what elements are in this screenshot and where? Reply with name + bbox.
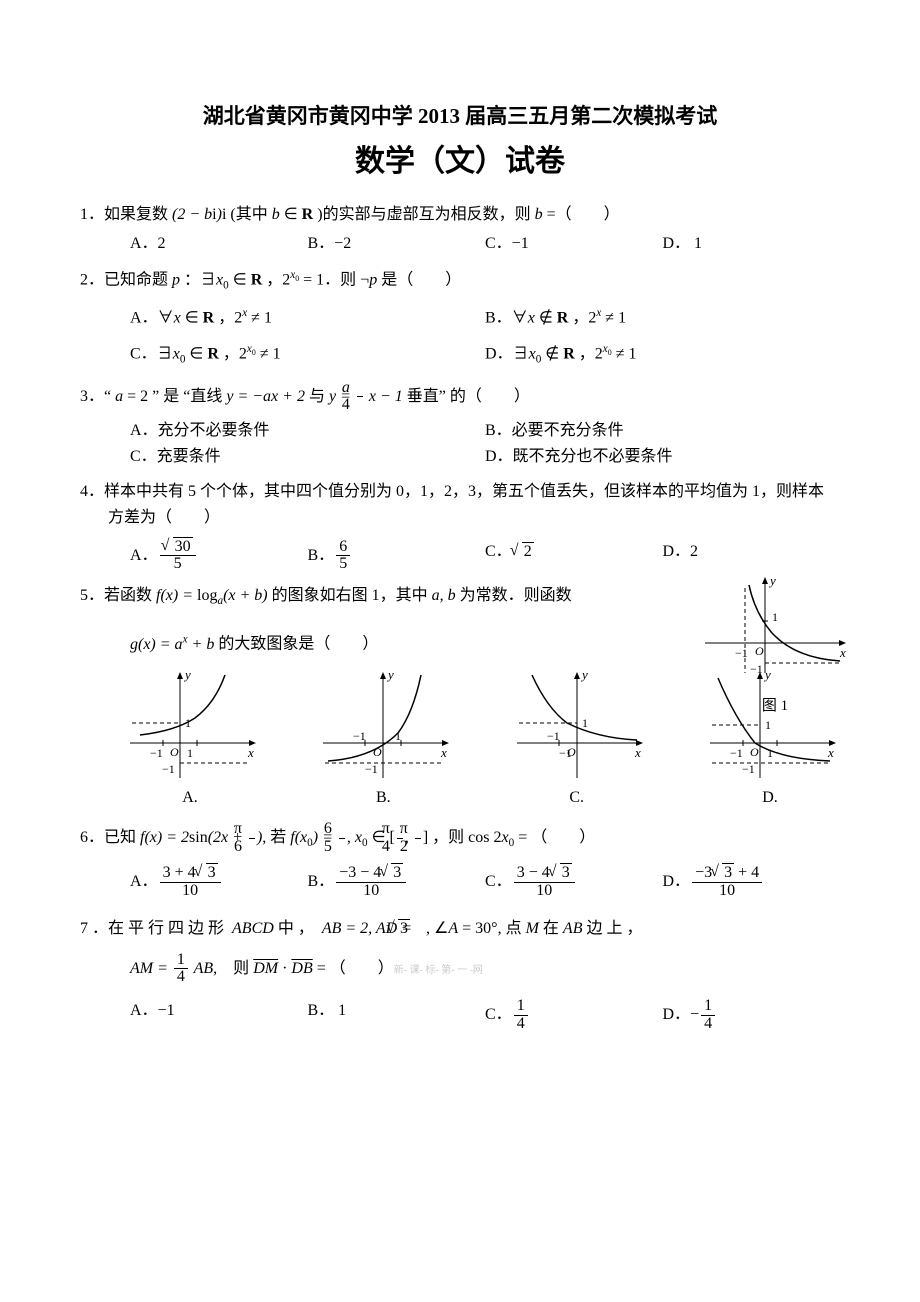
svg-text:1: 1 [765, 718, 771, 732]
title-line1: 湖北省黄冈市黄冈中学 2013 届高三五月第二次模拟考试 [80, 100, 840, 134]
q5-num: 5． [80, 587, 104, 604]
q2-num: 2． [80, 271, 104, 288]
question-7: 7 ．在平行四边形 ABCD 中， AB = 2, AD = 3, ∠A = 3… [80, 916, 840, 1033]
svg-text:1: 1 [772, 610, 778, 624]
q5-label-d: D. [700, 785, 840, 811]
question-6: 6．已知 f(x) = 2sin(2x + π6), 若 f(x0) = 65,… [80, 821, 840, 900]
question-4: 4．样本中共有 5 个个体，其中四个值分别为 0，1，2，3，第五个值丢失，但该… [80, 479, 840, 573]
q3-num: 3． [80, 388, 104, 405]
q4-num: 4． [80, 483, 104, 500]
q6-num: 6． [80, 829, 104, 846]
svg-text:y: y [183, 667, 191, 682]
svg-text:−1: −1 [353, 729, 366, 743]
q5-label-b: B. [313, 785, 453, 811]
q7-num: 7 ． [80, 920, 108, 937]
q1-opt-d: D． 1 [663, 231, 841, 257]
svg-text:−1: −1 [735, 646, 748, 660]
svg-text:x: x [839, 645, 846, 660]
q4-options: A．305 B．65 C．2 D．2 [80, 539, 840, 574]
q3-opt-b: B．必要不充分条件 [485, 418, 840, 444]
q6-opt-c: C．3 − 4310 [485, 865, 663, 900]
q5-graph-a: x y O 1 −1 1 −1 A. [120, 663, 260, 811]
question-3: 3．“ a = 2 ” 是 “直线 y = −ax + 2 与 y = a4 x… [80, 380, 840, 470]
title-line2: 数学（文）试卷 [80, 138, 840, 186]
q7-opt-c: C．14 [485, 998, 663, 1033]
watermark: 新- 课- 标- 第- 一 -网 [394, 965, 483, 976]
q5-label-a: A. [120, 785, 260, 811]
q5-label-c: C. [507, 785, 647, 811]
q7-opt-b: B． 1 [308, 998, 486, 1033]
svg-text:O: O [755, 644, 764, 658]
q7-opt-d: D．−14 [663, 998, 841, 1033]
q2-opt-c: C．∃x0 ∈ R ，2x0 ≠ 1 [130, 341, 485, 369]
q4-text: 样本中共有 5 个个体，其中四个值分别为 0，1，2，3，第五个值丢失，但该样本… [104, 483, 824, 526]
figure-1: x y O −1 1 −1 图 1 [700, 573, 850, 718]
q2-options: A．∀x ∈ R ，2x ≠ 1 B．∀x ∉ R ，2x ≠ 1 C．∃x0 … [80, 305, 840, 369]
svg-text:−1: −1 [742, 762, 755, 776]
svg-text:−1: −1 [150, 746, 163, 760]
q7-opt-a: A．−1 [130, 998, 308, 1033]
q1-opt-a: A．2 [130, 231, 308, 257]
svg-text:O: O [170, 745, 179, 759]
q3-options: A．充分不必要条件 B．必要不充分条件 C．充要条件 D．既不充分也不必要条件 [80, 418, 840, 469]
q3-opt-a: A．充分不必要条件 [130, 418, 485, 444]
svg-text:O: O [373, 745, 382, 759]
question-1: 1．如果复数 (2 − bi)i (其中 b ∈ R )的实部与虚部互为相反数，… [80, 202, 840, 257]
q4-opt-b: B．65 [308, 539, 486, 574]
q5-graph-b: x y O −1 1 −1 B. [313, 663, 453, 811]
svg-text:x: x [634, 745, 641, 760]
fig1-label: 图 1 [700, 694, 850, 718]
q3-opt-d: D．既不充分也不必要条件 [485, 444, 840, 470]
svg-text:−1: −1 [162, 762, 175, 776]
q6-options: A．3 + 4310 B．−3 − 4310 C．3 − 4310 D．−33 … [80, 865, 840, 900]
svg-text:1: 1 [767, 746, 773, 760]
q4-opt-d: D．2 [663, 539, 841, 574]
q3-opt-c: C．充要条件 [130, 444, 485, 470]
q4-opt-a: A．305 [130, 539, 308, 574]
q2-opt-b: B．∀x ∉ R ，2x ≠ 1 [485, 305, 840, 331]
q2-opt-d: D．∃x0 ∉ R ，2x0 ≠ 1 [485, 341, 840, 369]
svg-text:x: x [247, 745, 254, 760]
svg-text:y: y [386, 667, 394, 682]
q6-opt-b: B．−3 − 4310 [308, 865, 486, 900]
q4-opt-c: C．2 [485, 539, 663, 574]
svg-text:O: O [750, 745, 759, 759]
q5-graph-c: x y O 1 −1 −1 C. [507, 663, 647, 811]
svg-text:1: 1 [185, 716, 191, 730]
svg-text:y: y [580, 667, 588, 682]
q7-options: A．−1 B． 1 C．14 D．−14 [80, 998, 840, 1033]
svg-text:x: x [827, 745, 834, 760]
svg-text:−1: −1 [365, 762, 378, 776]
svg-text:1: 1 [395, 729, 401, 743]
svg-text:−1: −1 [559, 746, 572, 760]
fig1-svg: x y O −1 1 −1 [700, 573, 850, 683]
svg-text:−1: −1 [730, 746, 743, 760]
q6-opt-a: A．3 + 4310 [130, 865, 308, 900]
q1-num: 1． [80, 206, 104, 223]
q1-options: A．2 B．−2 C．−1 D． 1 [80, 231, 840, 257]
q6-opt-d: D．−33 + 410 [663, 865, 841, 900]
q1-opt-c: C．−1 [485, 231, 663, 257]
question-2: 2．已知命题 p ：∃x0 ∈ R ，2x0 = 1．则 ¬p 是（ ） A．∀… [80, 267, 840, 370]
q1-opt-b: B．−2 [308, 231, 486, 257]
svg-text:−1: −1 [750, 662, 763, 676]
svg-text:1: 1 [187, 746, 193, 760]
svg-text:x: x [440, 745, 447, 760]
q2-opt-a: A．∀x ∈ R ，2x ≠ 1 [130, 305, 485, 331]
svg-text:1: 1 [582, 716, 588, 730]
svg-text:y: y [768, 573, 776, 588]
svg-text:−1: −1 [547, 729, 560, 743]
question-5: x y O −1 1 −1 图 1 5．若函数 f(x) = loga(x + … [80, 583, 840, 811]
